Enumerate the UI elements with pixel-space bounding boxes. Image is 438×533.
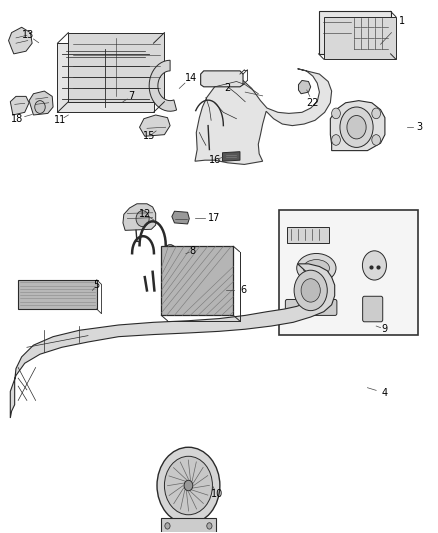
Polygon shape: [201, 71, 243, 87]
Polygon shape: [29, 91, 53, 115]
Text: 18: 18: [11, 114, 23, 124]
FancyBboxPatch shape: [161, 518, 215, 533]
Text: 9: 9: [382, 324, 388, 334]
Circle shape: [163, 245, 177, 261]
Polygon shape: [123, 204, 155, 230]
Circle shape: [166, 248, 173, 257]
Text: 7: 7: [128, 91, 135, 101]
Polygon shape: [172, 211, 189, 224]
Polygon shape: [18, 280, 97, 309]
Circle shape: [207, 523, 212, 529]
FancyBboxPatch shape: [286, 300, 337, 316]
Ellipse shape: [362, 251, 386, 280]
Circle shape: [136, 211, 149, 227]
Text: 11: 11: [53, 115, 66, 125]
Circle shape: [35, 101, 45, 114]
Text: 5: 5: [94, 280, 100, 290]
Circle shape: [294, 270, 327, 311]
FancyBboxPatch shape: [363, 296, 383, 322]
Circle shape: [165, 523, 170, 529]
Text: 22: 22: [307, 98, 319, 108]
Polygon shape: [140, 115, 170, 136]
Polygon shape: [287, 227, 328, 243]
Text: 10: 10: [211, 489, 223, 499]
Text: 14: 14: [184, 73, 197, 83]
Polygon shape: [195, 69, 332, 165]
Polygon shape: [324, 17, 396, 59]
Text: 1: 1: [399, 16, 406, 26]
Text: 3: 3: [417, 122, 423, 132]
Polygon shape: [149, 60, 177, 111]
Text: 12: 12: [138, 209, 151, 220]
Polygon shape: [318, 11, 391, 54]
Text: 16: 16: [208, 155, 221, 165]
Polygon shape: [223, 152, 240, 161]
Circle shape: [340, 107, 373, 148]
Polygon shape: [9, 27, 32, 54]
Circle shape: [157, 447, 220, 524]
Circle shape: [372, 108, 381, 119]
Circle shape: [332, 135, 340, 146]
Polygon shape: [161, 246, 233, 316]
Polygon shape: [68, 33, 164, 102]
Polygon shape: [11, 264, 335, 418]
Text: 8: 8: [190, 246, 196, 255]
Polygon shape: [11, 96, 29, 115]
Ellipse shape: [297, 254, 336, 282]
Ellipse shape: [303, 260, 329, 277]
Circle shape: [372, 135, 381, 146]
Circle shape: [347, 116, 366, 139]
Text: 2: 2: [225, 83, 231, 93]
Text: 13: 13: [22, 30, 34, 41]
Circle shape: [184, 480, 193, 491]
Circle shape: [164, 456, 212, 515]
Polygon shape: [57, 43, 153, 112]
Text: 17: 17: [208, 213, 221, 223]
Text: 4: 4: [382, 388, 388, 398]
Polygon shape: [330, 101, 385, 151]
Polygon shape: [298, 80, 311, 94]
Text: 6: 6: [240, 286, 246, 295]
Circle shape: [332, 108, 340, 119]
Bar: [279, 209, 418, 335]
Text: 15: 15: [143, 131, 155, 141]
Circle shape: [301, 279, 320, 302]
